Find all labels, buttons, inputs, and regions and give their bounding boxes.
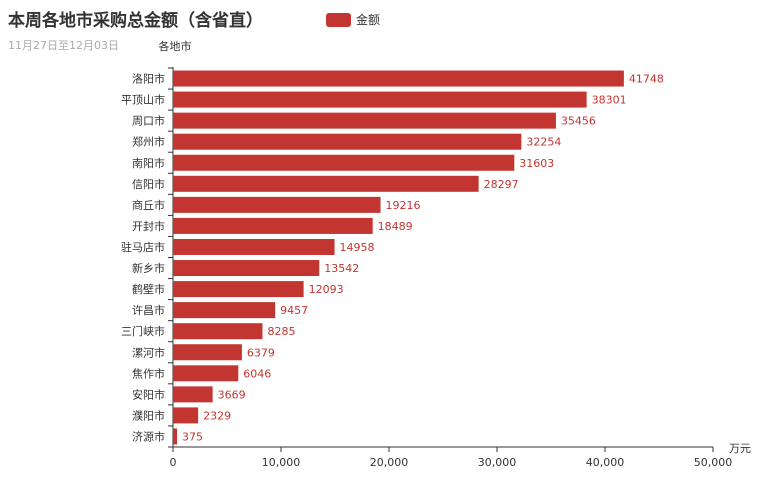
value-label: 28297 xyxy=(484,178,519,191)
bar xyxy=(173,91,587,108)
x-tick-label: 20,000 xyxy=(370,456,409,469)
bar xyxy=(173,260,320,277)
chart-subtitle: 11月27日至12月03日 xyxy=(8,39,119,52)
category-label: 济源市 xyxy=(132,429,165,443)
value-label: 6379 xyxy=(247,346,275,359)
value-label: 19216 xyxy=(386,199,421,212)
chart-title: 本周各地市采购总金额（含省直） xyxy=(8,11,263,31)
bar xyxy=(173,428,178,445)
bar xyxy=(173,344,242,361)
category-label: 开封市 xyxy=(132,219,165,233)
bar xyxy=(173,281,304,298)
category-label: 平顶山市 xyxy=(121,93,165,107)
category-label: 许昌市 xyxy=(132,303,165,317)
category-label: 三门峡市 xyxy=(121,324,165,338)
value-label: 32254 xyxy=(526,136,561,149)
category-label: 驻马店市 xyxy=(121,240,165,254)
bar xyxy=(173,217,373,234)
category-label: 漯河市 xyxy=(132,345,165,359)
bar xyxy=(173,154,515,171)
bar xyxy=(173,302,276,319)
value-label: 12093 xyxy=(309,283,344,296)
x-tick-label: 0 xyxy=(170,456,177,469)
category-label: 安阳市 xyxy=(132,387,165,401)
category-label: 信阳市 xyxy=(132,177,165,191)
category-label: 濮阳市 xyxy=(132,408,165,422)
value-label: 8285 xyxy=(267,325,295,338)
category-label: 周口市 xyxy=(132,114,165,128)
value-label: 13542 xyxy=(324,262,359,275)
value-label: 41748 xyxy=(629,73,664,86)
bar xyxy=(173,175,479,192)
bar xyxy=(173,133,522,150)
value-label: 6046 xyxy=(243,367,271,380)
category-label: 南阳市 xyxy=(132,156,165,170)
bar xyxy=(173,323,263,340)
bar xyxy=(173,238,335,255)
value-label: 31603 xyxy=(519,157,554,170)
bar xyxy=(173,386,213,403)
x-tick-label: 40,000 xyxy=(586,456,625,469)
category-label: 鹤壁市 xyxy=(132,282,165,296)
bar xyxy=(173,196,381,213)
category-label: 新乡市 xyxy=(132,261,165,275)
bar xyxy=(173,407,199,424)
value-label: 3669 xyxy=(218,388,246,401)
value-label: 375 xyxy=(182,430,203,443)
value-label: 35456 xyxy=(561,115,596,128)
value-label: 18489 xyxy=(378,220,413,233)
legend[interactable]: 金额 xyxy=(326,11,380,28)
category-label: 焦作市 xyxy=(132,366,165,380)
value-label: 38301 xyxy=(592,94,627,107)
category-label: 商丘市 xyxy=(132,198,165,212)
x-tick-label: 50,000 xyxy=(694,456,733,469)
x-tick-label: 30,000 xyxy=(478,456,517,469)
bar xyxy=(173,365,239,382)
category-label: 郑州市 xyxy=(132,135,165,149)
value-label: 14958 xyxy=(340,241,375,254)
legend-label: 金额 xyxy=(356,13,381,27)
x-tick-label: 10,000 xyxy=(262,456,301,469)
y-axis-name: 各地市 xyxy=(159,39,192,53)
bar xyxy=(173,70,624,87)
category-label: 洛阳市 xyxy=(132,72,165,86)
legend-swatch xyxy=(326,12,351,27)
value-label: 9457 xyxy=(280,304,308,317)
bar xyxy=(173,112,556,129)
value-label: 2329 xyxy=(203,409,231,422)
x-axis-name: 万元 xyxy=(729,442,751,455)
